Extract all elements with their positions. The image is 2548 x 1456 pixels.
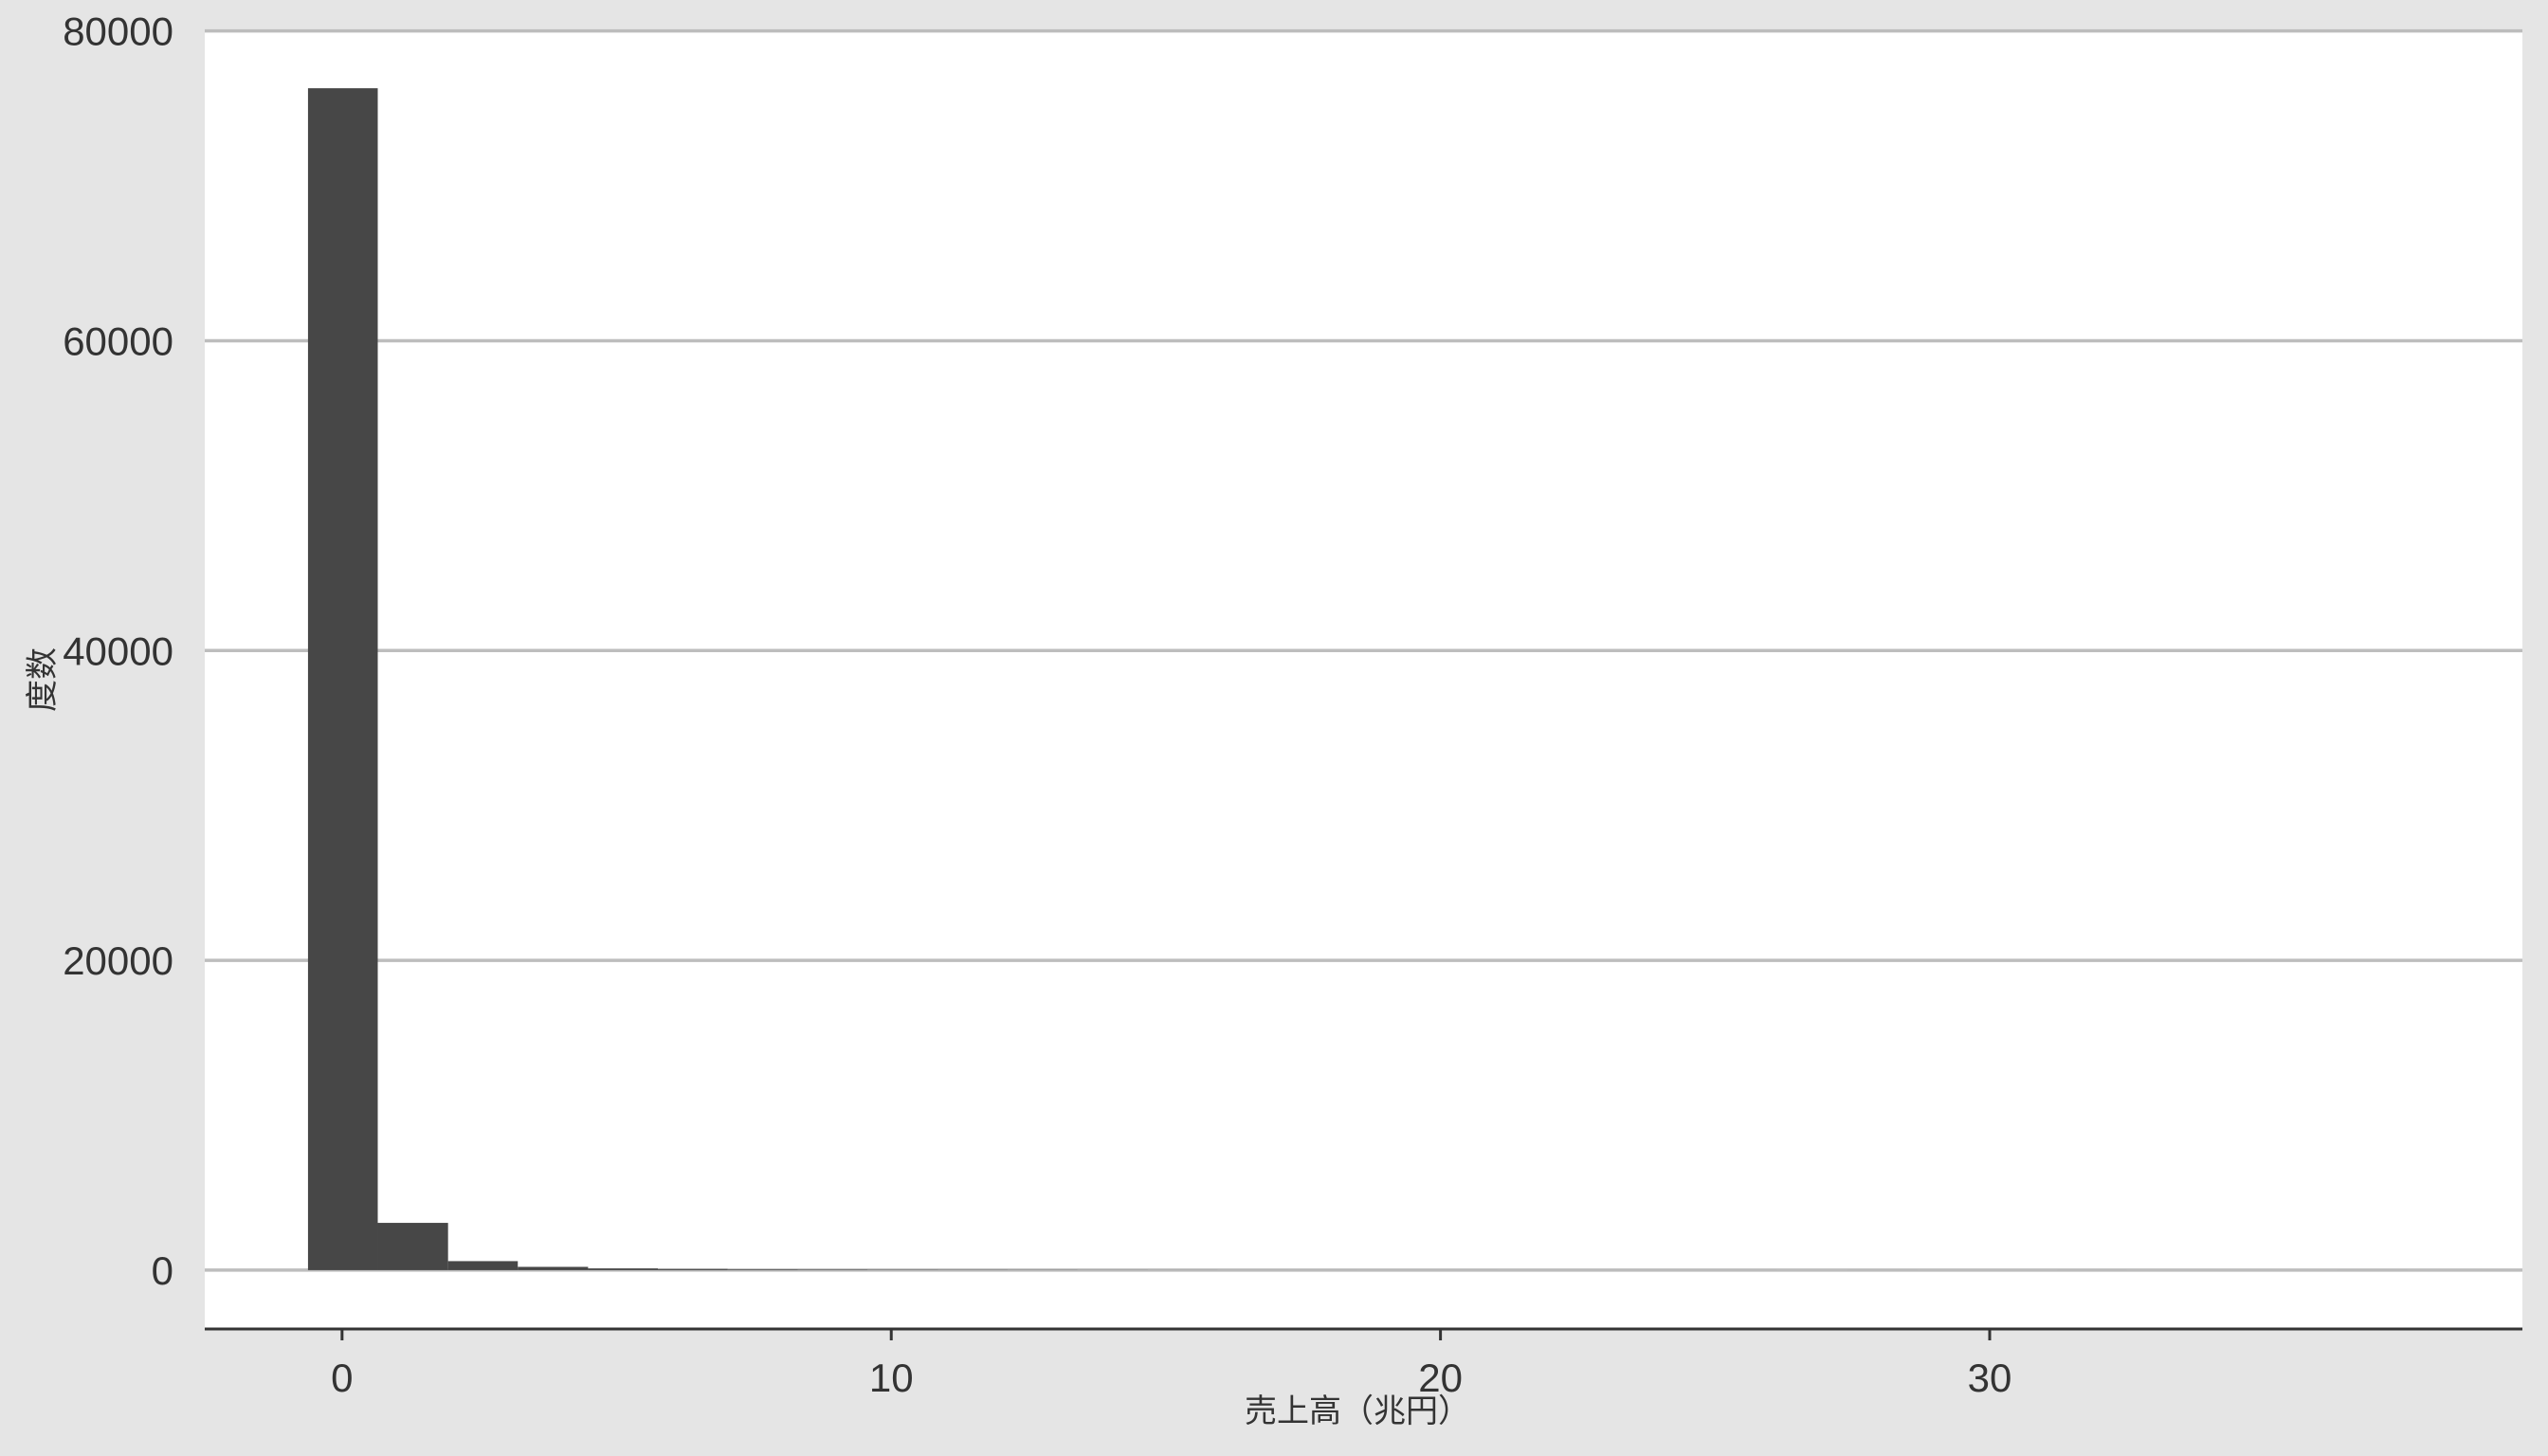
histogram-bar <box>727 1269 798 1270</box>
x-tick-label: 10 <box>869 1356 914 1400</box>
histogram-bars <box>307 88 2408 1270</box>
histogram-bar <box>377 1223 448 1270</box>
x-axis-tick-labels: 0 10 20 30 <box>331 1356 2011 1400</box>
y-gridlines <box>205 28 2522 1272</box>
histogram-bar <box>447 1261 519 1270</box>
histogram-bar <box>657 1268 728 1270</box>
x-tick-label: 20 <box>1418 1356 1463 1400</box>
plot-panel <box>205 29 2522 1329</box>
histogram-bar <box>588 1268 658 1270</box>
x-axis-title: 売上高（兆円） <box>1245 1393 1470 1429</box>
y-tick-label: 80000 <box>63 9 173 54</box>
y-axis-title: 度数 <box>25 647 61 712</box>
histogram-bar <box>797 1269 868 1270</box>
y-tick-label: 40000 <box>63 628 173 673</box>
y-tick-label: 0 <box>152 1248 173 1293</box>
x-axis <box>205 1327 2522 1340</box>
histogram-bar <box>307 88 378 1270</box>
x-tick-label: 30 <box>1968 1356 2012 1400</box>
histogram-bar <box>518 1266 589 1270</box>
y-axis-tick-labels: 0 20000 40000 60000 80000 <box>63 9 173 1293</box>
x-tick-label: 0 <box>331 1356 353 1400</box>
y-tick-label: 60000 <box>63 318 173 363</box>
y-tick-label: 20000 <box>63 938 173 983</box>
